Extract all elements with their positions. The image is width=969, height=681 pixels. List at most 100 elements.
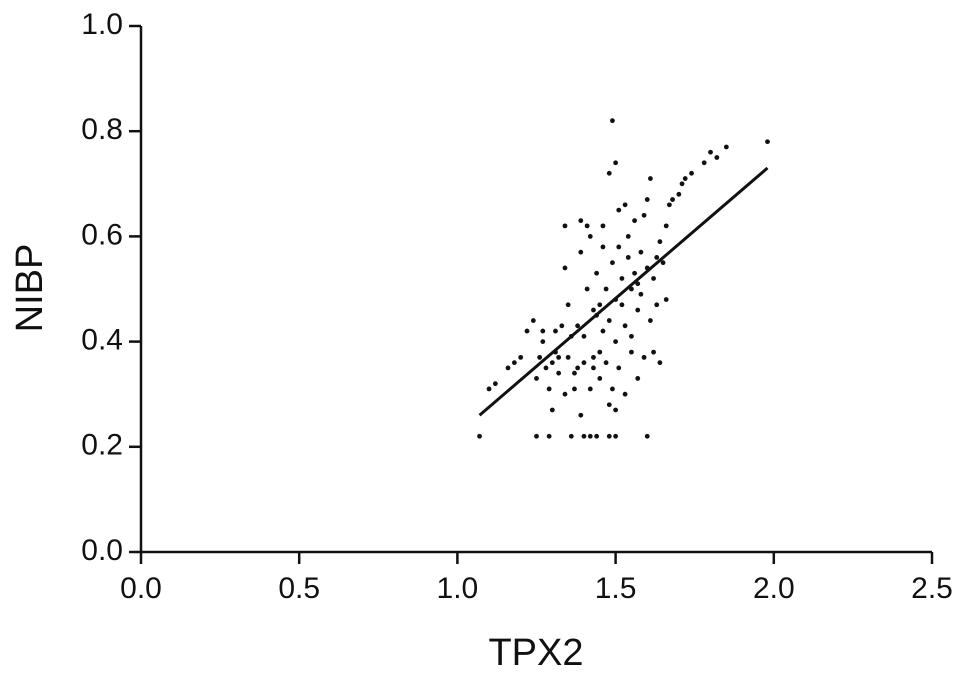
point — [682, 176, 688, 181]
point — [530, 318, 536, 323]
point — [597, 376, 603, 381]
point — [701, 160, 707, 166]
point — [587, 386, 593, 392]
y-tick-label: 0.8 — [81, 113, 123, 146]
point — [603, 286, 609, 292]
point — [714, 155, 720, 160]
point — [654, 255, 660, 260]
point — [486, 386, 492, 392]
point — [622, 323, 628, 329]
point — [648, 318, 653, 323]
point — [572, 370, 577, 376]
y-tick-label: 0.2 — [81, 429, 123, 462]
point — [660, 260, 666, 266]
point — [578, 249, 584, 255]
point — [600, 244, 606, 250]
point — [562, 265, 568, 271]
point — [723, 144, 729, 150]
point — [606, 433, 612, 439]
point — [610, 118, 615, 124]
point — [578, 412, 584, 418]
point — [477, 433, 482, 439]
point — [632, 270, 637, 276]
point — [591, 365, 596, 371]
point — [540, 328, 546, 334]
point — [657, 239, 663, 245]
point — [708, 149, 713, 155]
point — [524, 328, 530, 334]
point — [610, 260, 615, 266]
y-tick-label: 1.0 — [81, 8, 123, 41]
point — [632, 218, 637, 224]
point — [603, 360, 609, 366]
point — [578, 218, 584, 224]
point — [641, 354, 647, 360]
x-tick-label: 0.0 — [120, 572, 162, 605]
point — [670, 197, 675, 202]
point — [622, 202, 628, 208]
point — [613, 339, 618, 344]
point — [581, 333, 587, 339]
point — [616, 207, 622, 213]
point — [584, 286, 590, 292]
point — [625, 234, 631, 239]
point — [651, 349, 656, 355]
point — [537, 354, 543, 360]
point — [644, 197, 650, 202]
point — [597, 349, 603, 355]
point — [613, 433, 618, 439]
point — [638, 249, 644, 255]
point — [546, 433, 552, 439]
point — [622, 391, 628, 397]
point — [613, 407, 618, 413]
point — [689, 170, 694, 176]
point — [553, 328, 558, 334]
point — [619, 302, 625, 308]
point — [676, 191, 682, 197]
point — [587, 234, 593, 239]
point — [606, 402, 612, 408]
point — [565, 354, 571, 360]
point — [562, 223, 568, 229]
point — [606, 318, 612, 323]
point — [610, 386, 615, 392]
point — [511, 360, 517, 366]
point — [679, 181, 685, 187]
point — [562, 391, 568, 397]
point — [594, 270, 600, 276]
point — [654, 302, 660, 308]
point — [584, 223, 590, 229]
point — [616, 244, 622, 250]
point — [568, 433, 574, 439]
point — [635, 281, 641, 287]
point — [556, 370, 562, 376]
point — [540, 339, 546, 344]
point — [663, 297, 669, 302]
point — [565, 302, 571, 308]
point — [549, 360, 555, 366]
point — [534, 433, 539, 439]
point — [629, 333, 634, 339]
point — [638, 291, 644, 297]
point — [581, 433, 587, 439]
y-tick-label: 0.0 — [81, 534, 123, 567]
point — [635, 307, 641, 313]
point — [572, 386, 577, 392]
point — [594, 433, 600, 439]
point — [657, 360, 663, 366]
point — [549, 407, 555, 413]
point — [635, 376, 641, 381]
x-axis-title: TPX2 — [488, 632, 583, 674]
point — [534, 376, 539, 381]
point — [556, 354, 562, 360]
point — [648, 176, 653, 181]
point — [644, 433, 650, 439]
x-tick-label: 2.0 — [753, 572, 795, 605]
point — [663, 223, 669, 229]
point — [597, 302, 603, 308]
point — [492, 381, 498, 387]
point — [600, 223, 606, 229]
y-tick-label: 0.6 — [81, 218, 123, 251]
x-tick-label: 0.5 — [278, 572, 320, 605]
